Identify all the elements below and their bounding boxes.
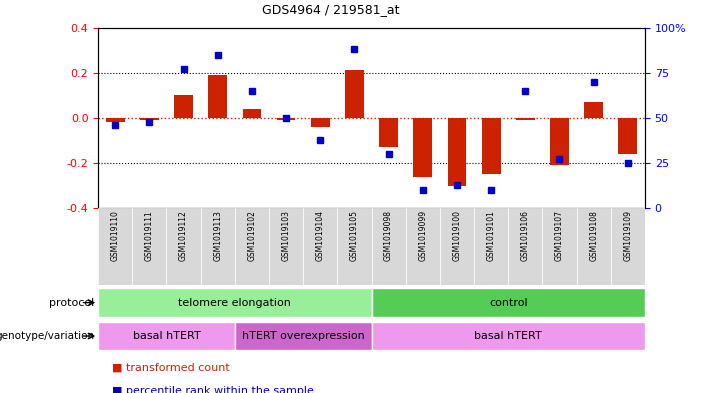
Bar — [243, 109, 261, 118]
Bar — [98, 288, 372, 317]
Bar — [337, 208, 372, 285]
Bar — [372, 322, 645, 350]
Text: GSM1019109: GSM1019109 — [623, 210, 632, 261]
Text: GSM1019110: GSM1019110 — [111, 210, 120, 261]
Text: protocol: protocol — [49, 298, 95, 308]
Text: GSM1019102: GSM1019102 — [247, 210, 257, 261]
Bar — [208, 75, 227, 118]
Bar — [508, 208, 543, 285]
Text: hTERT overexpression: hTERT overexpression — [242, 331, 365, 341]
Bar — [372, 288, 645, 317]
Bar — [311, 118, 329, 127]
Bar — [200, 208, 235, 285]
Bar — [611, 208, 645, 285]
Text: GSM1019105: GSM1019105 — [350, 210, 359, 261]
Bar — [235, 208, 269, 285]
Text: basal hTERT: basal hTERT — [132, 331, 200, 341]
Text: GDS4964 / 219581_at: GDS4964 / 219581_at — [262, 3, 400, 16]
Bar — [414, 118, 433, 177]
Bar — [516, 118, 535, 120]
Bar — [447, 118, 466, 186]
Bar — [132, 208, 167, 285]
Bar — [140, 118, 159, 120]
Text: genotype/variation: genotype/variation — [0, 331, 95, 341]
Bar — [543, 208, 577, 285]
Bar — [584, 102, 603, 118]
Bar — [304, 208, 337, 285]
Text: GSM1019111: GSM1019111 — [145, 210, 154, 261]
Text: GSM1019107: GSM1019107 — [555, 210, 564, 261]
Text: ■ percentile rank within the sample: ■ percentile rank within the sample — [112, 386, 314, 393]
Bar — [406, 208, 440, 285]
Text: GSM1019101: GSM1019101 — [486, 210, 496, 261]
Bar — [106, 118, 125, 123]
Text: GSM1019100: GSM1019100 — [452, 210, 461, 261]
Text: GSM1019106: GSM1019106 — [521, 210, 530, 261]
Text: telomere elongation: telomere elongation — [178, 298, 292, 308]
Bar — [577, 208, 611, 285]
Text: GSM1019112: GSM1019112 — [179, 210, 188, 261]
Text: GSM1019098: GSM1019098 — [384, 210, 393, 261]
Bar — [482, 118, 501, 174]
Bar — [235, 322, 372, 350]
Bar — [372, 208, 406, 285]
Text: ■ transformed count: ■ transformed count — [112, 362, 230, 373]
Bar — [98, 208, 132, 285]
Bar — [550, 118, 569, 165]
Text: GSM1019113: GSM1019113 — [213, 210, 222, 261]
Bar — [269, 208, 303, 285]
Bar — [174, 95, 193, 118]
Text: GSM1019099: GSM1019099 — [418, 210, 428, 261]
Bar — [167, 208, 200, 285]
Bar — [440, 208, 474, 285]
Bar — [474, 208, 508, 285]
Text: basal hTERT: basal hTERT — [475, 331, 542, 341]
Bar — [379, 118, 398, 147]
Bar — [277, 118, 296, 120]
Text: control: control — [489, 298, 528, 308]
Bar — [345, 70, 364, 118]
Text: GSM1019104: GSM1019104 — [315, 210, 325, 261]
Text: GSM1019108: GSM1019108 — [589, 210, 598, 261]
Bar — [98, 322, 235, 350]
Text: GSM1019103: GSM1019103 — [282, 210, 291, 261]
Bar — [618, 118, 637, 154]
